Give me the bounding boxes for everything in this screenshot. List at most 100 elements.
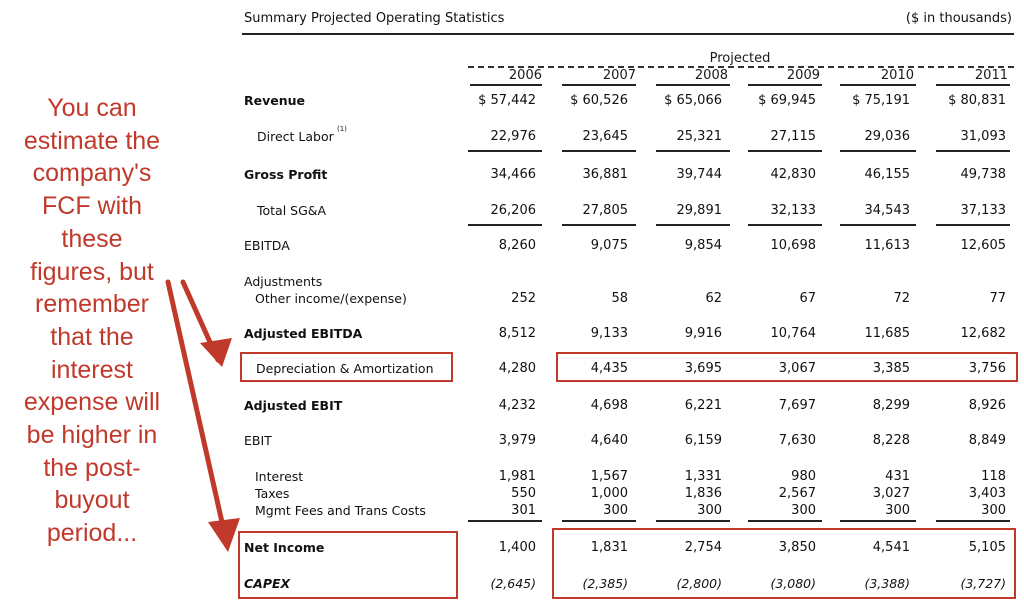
arrowhead-depreciation-icon xyxy=(200,338,232,367)
subtotal-rule xyxy=(562,150,636,152)
table-cell: 11,685 xyxy=(864,326,911,341)
annotation-line: that the xyxy=(50,322,134,351)
table-cell: (3,727) xyxy=(960,576,1006,591)
table-cell: $ 69,945 xyxy=(758,93,816,108)
row-label: Revenue xyxy=(244,93,306,108)
table-cell: 1,836 xyxy=(684,486,722,501)
table-cell: 9,916 xyxy=(684,326,722,341)
table-cell: 11,613 xyxy=(864,238,911,253)
arrow-to-net-income xyxy=(165,279,229,543)
table-cell: 58 xyxy=(611,291,628,306)
subtotal-rule xyxy=(840,224,916,226)
table-cell: 300 xyxy=(791,503,816,518)
table-cell: 550 xyxy=(511,486,536,501)
subtotal-rule xyxy=(468,150,542,152)
table-cell: 3,756 xyxy=(968,361,1006,376)
subtotal-rule xyxy=(840,150,916,152)
subtotal-rule xyxy=(468,224,542,226)
year-header-2009: 2009 xyxy=(786,68,820,83)
table-cell: $ 75,191 xyxy=(852,93,910,108)
table-title: Summary Projected Operating Statistics xyxy=(244,11,505,26)
table-cell: 39,744 xyxy=(676,167,723,182)
year-header-2006: 2006 xyxy=(508,68,542,83)
table-cell: 4,541 xyxy=(872,540,910,555)
table-cell: 67 xyxy=(799,291,816,306)
row-label: Adjustments xyxy=(244,274,323,289)
table-cell: 37,133 xyxy=(960,203,1007,218)
table-cell: 1,567 xyxy=(590,469,628,484)
table-cell: 23,645 xyxy=(582,129,629,144)
table-cell: 300 xyxy=(885,503,910,518)
table-cell: (3,388) xyxy=(864,576,910,591)
year-rule xyxy=(470,84,542,86)
row-label: Direct Labor xyxy=(257,129,334,144)
table-cell: 8,512 xyxy=(498,326,536,341)
row-label: Net Income xyxy=(244,540,325,555)
table-cell: 9,075 xyxy=(590,238,628,253)
table-cell: 12,682 xyxy=(960,326,1007,341)
table-cell: 62 xyxy=(705,291,722,306)
table-cell: 36,881 xyxy=(582,167,629,182)
table-cell: 6,221 xyxy=(684,398,722,413)
table-cell: 5,105 xyxy=(968,540,1006,555)
table-cell: 301 xyxy=(511,503,536,518)
table-cell: $ 57,442 xyxy=(478,93,536,108)
row-label: Adjusted EBIT xyxy=(244,398,343,413)
row-label: Total SG&A xyxy=(257,203,327,218)
row-label: Other income/(expense) xyxy=(255,291,407,306)
annotation-line: expense will xyxy=(23,388,161,417)
row-label: EBITDA xyxy=(244,238,290,253)
table-cell: 431 xyxy=(885,469,910,484)
table-cell: 252 xyxy=(511,291,536,306)
table-cell: 980 xyxy=(791,469,816,484)
row-label: Mgmt Fees and Trans Costs xyxy=(255,503,426,518)
table-cell: 3,403 xyxy=(968,486,1006,501)
year-rule xyxy=(656,84,730,86)
subtotal-rule xyxy=(748,150,822,152)
table-cell: 25,321 xyxy=(676,129,723,144)
table-cell: 46,155 xyxy=(864,167,911,182)
annotation-line: estimate the xyxy=(23,126,161,155)
table-cell: $ 65,066 xyxy=(664,93,722,108)
table-cell: 118 xyxy=(981,469,1006,484)
title-rule xyxy=(242,33,1014,35)
table-cell: 3,695 xyxy=(684,361,722,376)
table-cell: 34,466 xyxy=(490,167,537,182)
year-header-2011: 2011 xyxy=(974,68,1008,83)
table-cell: (2,800) xyxy=(676,576,722,591)
table-cell: 3,979 xyxy=(498,433,536,448)
table-cell: 4,280 xyxy=(498,361,536,376)
annotation-line: figures, but xyxy=(30,257,154,286)
table-cell: 29,036 xyxy=(864,129,911,144)
table-cell: 1,331 xyxy=(684,469,722,484)
annotation-line: buyout xyxy=(54,486,130,515)
row-label: CAPEX xyxy=(244,576,291,591)
table-cell: 49,738 xyxy=(960,167,1007,182)
table-cell: 8,228 xyxy=(872,433,910,448)
table-cell: 2,754 xyxy=(684,540,722,555)
units-label: ($ in thousands) xyxy=(905,11,1012,26)
annotation-line: interest xyxy=(51,355,133,384)
row-label: EBIT xyxy=(244,433,272,448)
footnote-marker: (1) xyxy=(337,125,347,133)
table-cell: 7,630 xyxy=(778,433,816,448)
projected-label: Projected xyxy=(709,51,771,66)
table-cell: 27,805 xyxy=(582,203,629,218)
table-cell: 3,027 xyxy=(872,486,910,501)
year-rule xyxy=(562,84,636,86)
annotation-line: remember xyxy=(35,290,149,319)
table-cell: 26,206 xyxy=(490,203,537,218)
row-label: Interest xyxy=(255,469,304,484)
table-cell: 3,385 xyxy=(872,361,910,376)
row-label: Depreciation & Amortization xyxy=(256,361,434,376)
table-cell: 4,232 xyxy=(498,398,536,413)
annotation-line: these xyxy=(61,224,123,253)
table-cell: 8,260 xyxy=(498,238,536,253)
table-cell: 7,697 xyxy=(778,398,816,413)
table-cell: 6,159 xyxy=(684,433,722,448)
table-cell: 10,764 xyxy=(770,326,817,341)
table-cell: 2,567 xyxy=(778,486,816,501)
subtotal-rule xyxy=(562,224,636,226)
table-cell: 27,115 xyxy=(770,129,817,144)
subtotal-rule xyxy=(840,520,916,522)
